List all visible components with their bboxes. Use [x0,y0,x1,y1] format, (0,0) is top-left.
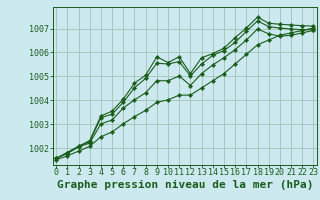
X-axis label: Graphe pression niveau de la mer (hPa): Graphe pression niveau de la mer (hPa) [57,180,313,190]
